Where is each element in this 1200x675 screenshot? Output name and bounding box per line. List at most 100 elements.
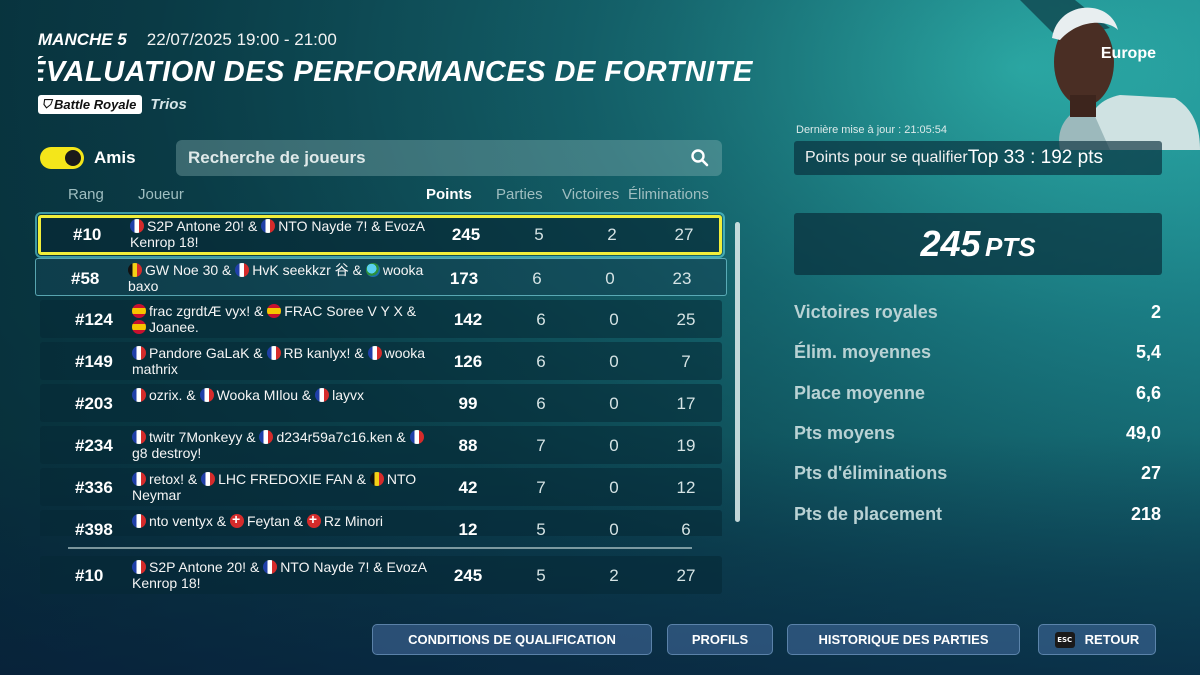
player-separator: & bbox=[242, 429, 260, 445]
fr-flag-icon bbox=[132, 388, 146, 402]
my-team-row[interactable]: #149 Pandore GaLaK & RB kanlyx! & wooka m… bbox=[40, 342, 722, 380]
fr-flag-icon bbox=[199, 388, 214, 402]
search-input[interactable] bbox=[188, 148, 690, 168]
fr-flag-icon bbox=[235, 263, 250, 277]
conditions-button[interactable]: CONDITIONS DE QUALIFICATION bbox=[372, 624, 652, 655]
friends-label: Amis bbox=[94, 148, 136, 167]
my-team-row[interactable]: #58 GW Noe 30 & HvK seekkzr 谷 & wooka bax… bbox=[35, 258, 727, 296]
stat-label: Pts moyens bbox=[794, 422, 896, 443]
friends-toggle[interactable]: Amis bbox=[40, 147, 136, 169]
row-players: retox! & LHC FREDOXIE FAN & NTO Neymar bbox=[132, 471, 432, 503]
history-button-label: HISTORIQUE DES PARTIES bbox=[818, 632, 989, 647]
player-name: NTO Nayde 7! bbox=[280, 559, 370, 575]
esc-key-icon: ESC bbox=[1054, 631, 1075, 648]
row-rank: #124 bbox=[75, 310, 113, 329]
back-button[interactable]: ESC RETOUR bbox=[1038, 624, 1156, 655]
row-elims: 12 bbox=[676, 478, 696, 497]
row-elims: 25 bbox=[676, 310, 696, 329]
my-team-row[interactable]: #398 nto ventyx & Feytan & Rz Minori 12 5 0 6 bbox=[40, 510, 722, 536]
fr-flag-icon bbox=[132, 430, 146, 444]
scrollbar-thumb[interactable] bbox=[735, 222, 740, 522]
table-header: Rang Joueur Points Parties Victoires Éli… bbox=[40, 186, 730, 206]
row-elims: 17 bbox=[676, 394, 696, 413]
player-name: Feytan bbox=[246, 513, 290, 529]
stat-row: Pts de placement 218 bbox=[794, 504, 1162, 528]
stat-row: Pts d'éliminations 27 bbox=[794, 463, 1162, 487]
fr-flag-icon bbox=[367, 346, 382, 360]
stat-row: Victoires royales 2 bbox=[794, 302, 1162, 326]
toggle-knob bbox=[65, 150, 81, 166]
row-elims: 7 bbox=[681, 352, 691, 371]
history-button[interactable]: HISTORIQUE DES PARTIES bbox=[787, 624, 1020, 655]
es-flag-icon bbox=[132, 304, 146, 318]
region-label: Europe bbox=[1100, 45, 1156, 62]
player-name: Wooka MIlou bbox=[216, 387, 299, 403]
row-matches: 6 bbox=[536, 310, 546, 329]
player-name: LHC FREDOXIE FAN bbox=[218, 471, 353, 487]
leaderboard-list: #10 S2P Antone 20! & NTO Nayde 7! & EvozA… bbox=[0, 0, 1200, 536]
total-points-unit: PTS bbox=[984, 232, 1036, 262]
my-team-row[interactable]: #10 S2P Antone 20! & NTO Nayde 7! & EvozA… bbox=[40, 556, 722, 594]
player-separator: & bbox=[182, 387, 200, 403]
list-divider bbox=[68, 547, 692, 549]
player-name: FRAC Soree V Y X bbox=[284, 303, 403, 319]
profiles-button[interactable]: PROFILS bbox=[667, 624, 773, 655]
row-points: 99 bbox=[458, 394, 478, 413]
row-points: 142 bbox=[453, 310, 483, 329]
player-name: d234r59a7c16.ken bbox=[276, 429, 393, 445]
row-players: Pandore GaLaK & RB kanlyx! & wooka mathr… bbox=[132, 345, 432, 377]
row-wins: 2 bbox=[609, 566, 619, 585]
row-points: 12 bbox=[458, 520, 478, 536]
player-name: nto ventyx bbox=[149, 513, 213, 529]
player-name: NTO Nayde 7! bbox=[278, 218, 368, 234]
row-points: 88 bbox=[458, 436, 478, 455]
player-separator: & bbox=[244, 218, 262, 234]
total-points: 245 bbox=[920, 223, 981, 264]
my-team-row[interactable]: #234 twitr 7Monkeyy & d234r59a7c16.ken & … bbox=[40, 426, 722, 464]
row-players: S2P Antone 20! & NTO Nayde 7! & EvozA Ke… bbox=[132, 559, 432, 591]
conditions-button-label: CONDITIONS DE QUALIFICATION bbox=[408, 632, 616, 647]
player-separator: & bbox=[348, 262, 366, 278]
header: MANCHE 5 22/07/2025 19:00 - 21:00 ÉVALUA… bbox=[38, 30, 798, 114]
player-separator: & bbox=[184, 471, 202, 487]
stat-value: 27 bbox=[1140, 463, 1161, 484]
player-name: EvozA Kenrop 18! bbox=[132, 559, 427, 591]
row-players: S2P Antone 20! & NTO Nayde 7! & EvozA Ke… bbox=[130, 218, 430, 250]
player-separator: & bbox=[246, 559, 264, 575]
my-team-row[interactable]: #10 S2P Antone 20! & NTO Nayde 7! & EvozA… bbox=[35, 212, 725, 258]
fr-flag-icon bbox=[266, 346, 281, 360]
player-name: ozrix. bbox=[149, 387, 183, 403]
row-matches: 5 bbox=[536, 520, 546, 536]
my-team-row[interactable]: #203 ozrix. & Wooka MIlou & layvx 99 6 0 17 bbox=[40, 384, 722, 422]
stat-row: Pts moyens 49,0 bbox=[794, 423, 1162, 447]
player-search[interactable] bbox=[176, 140, 722, 176]
fr-flag-icon bbox=[132, 560, 146, 574]
col-player: Joueur bbox=[138, 186, 184, 203]
player-name: retox! bbox=[149, 471, 185, 487]
stat-label: Pts de placement bbox=[794, 503, 943, 524]
search-icon[interactable] bbox=[690, 148, 710, 168]
player-name: Rz Minori bbox=[323, 513, 384, 529]
toggle-switch[interactable] bbox=[40, 147, 84, 169]
stat-value: 6,6 bbox=[1135, 382, 1161, 403]
fr-flag-icon bbox=[132, 514, 146, 528]
row-wins: 0 bbox=[609, 394, 619, 413]
row-wins: 0 bbox=[609, 436, 619, 455]
my-team-row[interactable]: #124 frac zgrdtÆ vyx! & FRAC Soree V Y X … bbox=[40, 300, 722, 338]
player-separator: & bbox=[402, 303, 417, 319]
row-rank: #234 bbox=[75, 436, 113, 455]
row-elims: 23 bbox=[672, 269, 692, 288]
col-points: Points bbox=[426, 186, 472, 203]
player-separator: & bbox=[298, 387, 316, 403]
mode-badge-label: Battle Royale bbox=[54, 97, 137, 112]
scrollbar[interactable] bbox=[735, 222, 740, 522]
fr-flag-icon bbox=[259, 430, 274, 444]
round-label: MANCHE 5 bbox=[38, 30, 127, 49]
row-matches: 5 bbox=[534, 225, 544, 244]
stat-label: Élim. moyennes bbox=[794, 342, 932, 363]
row-rank: #398 bbox=[75, 520, 113, 536]
col-elims: Éliminations bbox=[628, 186, 709, 203]
player-separator: & bbox=[218, 262, 236, 278]
my-team-row[interactable]: #336 retox! & LHC FREDOXIE FAN & NTO Neym… bbox=[40, 468, 722, 506]
qualify-value: Top 33 : 192 pts bbox=[967, 147, 1103, 168]
